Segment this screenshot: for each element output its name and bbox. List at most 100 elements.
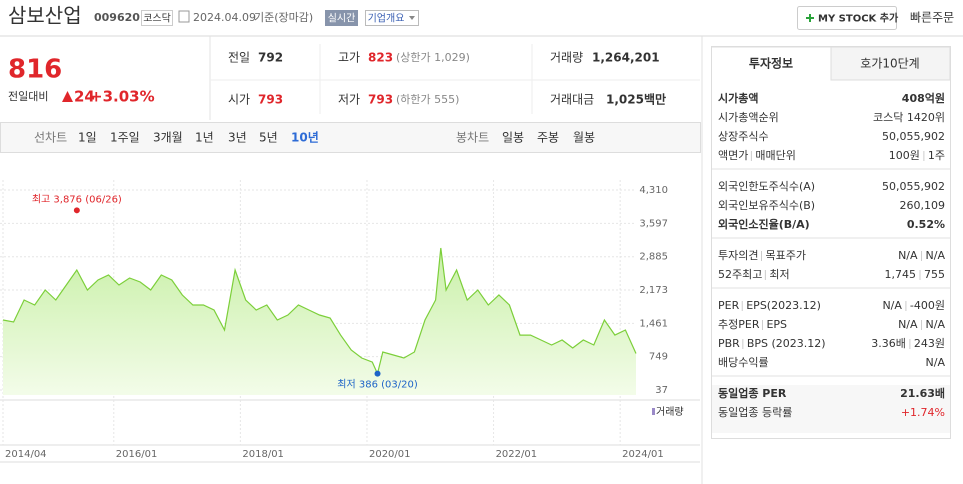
current-price: 816 [8, 55, 62, 85]
my-stock-button[interactable] [797, 6, 897, 30]
info-label: 동일업종 등락률 [718, 405, 792, 419]
dropdown-icon [409, 16, 415, 20]
info-value: N/A [926, 249, 946, 262]
info-value: N/A [882, 299, 902, 312]
market: 코스닥 [143, 13, 171, 25]
market-box [141, 10, 173, 26]
quote-label: 거래대금 [550, 93, 594, 107]
info-label: PER [718, 299, 740, 312]
x-tick-label: 2014/04 [5, 449, 47, 460]
y-tick-label: 3,597 [639, 218, 668, 229]
info-tab-label[interactable]: 투자정보 [749, 56, 793, 71]
quote-value: 823 [368, 51, 393, 65]
my-stock[interactable]: MY STOCK 추가 [818, 12, 899, 25]
info-value: N/A [898, 318, 918, 331]
info-value: -400원 [910, 299, 945, 312]
period-tab[interactable]: 10년 [291, 131, 319, 145]
period-tab[interactable]: 1년 [195, 131, 214, 145]
info-value: N/A [898, 249, 918, 262]
x-tick-label: 2018/01 [242, 449, 284, 460]
quote-label: 거래량 [550, 51, 583, 65]
info-label: 최저 [769, 268, 789, 281]
info-label: BPS (2023.12) [747, 337, 826, 350]
up-arrow [62, 91, 73, 102]
info-value: 3.36배 [871, 337, 906, 350]
info-label: 시가총액순위 [718, 111, 779, 124]
info-value: 0.52% [907, 218, 945, 231]
info-value: 50,055,902 [882, 180, 945, 193]
info-value: 260,109 [900, 199, 946, 212]
info-value: 755 [924, 268, 945, 281]
candle-chart-label: 봉차트 [456, 131, 489, 145]
extreme-point [374, 370, 381, 377]
candle-tab[interactable]: 일봉 [502, 131, 524, 145]
info-value: 243원 [914, 337, 945, 350]
period-tab[interactable]: 1일 [78, 131, 97, 145]
quote-value: 793 [258, 93, 283, 107]
company-info-button[interactable] [365, 10, 419, 26]
section-bg [712, 385, 950, 433]
change: 24 [74, 88, 95, 106]
price-area [3, 248, 636, 395]
x-tick-label: 2020/01 [369, 449, 411, 460]
info-value: 50,055,902 [882, 130, 945, 143]
quick-order[interactable]: 빠른주문 [910, 11, 954, 25]
stock-name: 삼보산업 [8, 4, 82, 28]
info-label: 액면가 [718, 149, 748, 162]
y-tick-label: 1,461 [639, 318, 668, 329]
realtime-box [325, 10, 358, 26]
volume-legend: 거래량 [656, 406, 684, 418]
y-tick-label: 749 [649, 352, 668, 363]
extreme-label: 최고 3,876 (06/26) [32, 193, 122, 205]
quote-extra: (하한가 555) [396, 92, 459, 106]
quote-value: 1,264,201 [592, 51, 660, 65]
quote-value: 1,025 [606, 93, 644, 107]
info-label: 52주최고 [718, 268, 762, 281]
info-label: 상장주식수 [718, 130, 769, 143]
x-tick-label: 2016/01 [116, 449, 158, 460]
info-label: 목표주가 [765, 249, 805, 262]
info-label: 시가총액 [718, 91, 758, 105]
y-tick-label: 2,173 [639, 285, 668, 296]
company-info[interactable]: 기업개요 [368, 12, 405, 25]
info-panel [711, 46, 951, 439]
period-tab-bar [0, 122, 701, 153]
info-label: EPS(2023.12) [746, 299, 821, 312]
period-tab[interactable]: 5년 [259, 131, 278, 145]
info-label: 추정PER [718, 318, 760, 331]
x-tick-label: 2022/01 [496, 449, 538, 460]
quote-value: 793 [368, 93, 393, 107]
line-chart-label: 선차트 [34, 131, 67, 145]
y-tick-label: 37 [655, 385, 668, 396]
extreme-label: 최저 386 (03/20) [337, 379, 418, 391]
info-tab-label[interactable]: 호가10단계 [860, 57, 919, 71]
quote-unit: 백만 [644, 92, 666, 107]
x-tick-label: 2024/01 [622, 449, 664, 460]
info-value: N/A [926, 318, 946, 331]
period-tab[interactable]: 1주일 [110, 131, 140, 145]
info-tab[interactable] [830, 46, 951, 81]
y-tick-label: 2,885 [639, 252, 668, 263]
info-label: 외국인한도주식수(A) [718, 180, 815, 193]
period-tab[interactable]: 3개월 [153, 131, 183, 145]
quote-label: 시가 [228, 93, 250, 107]
price-line [2, 247, 637, 376]
volume-legend-swatch [652, 408, 655, 415]
info-label: 외국인보유주식수(B) [718, 199, 815, 212]
candle-tab[interactable]: 주봉 [537, 131, 559, 145]
info-label: 배당수익률 [718, 356, 769, 369]
realtime: 실시간 [328, 13, 356, 25]
stock-code: 009620 [94, 11, 140, 24]
candle-tab[interactable]: 월봉 [573, 131, 595, 145]
info-label: EPS [766, 318, 787, 331]
quote-label: 고가 [338, 51, 360, 65]
period-tab[interactable]: 3년 [228, 131, 247, 145]
date: 2024.04.09 [193, 11, 256, 24]
info-label: PBR [718, 337, 740, 350]
info-value: 100원 [889, 149, 920, 162]
extreme-point [73, 207, 80, 214]
basis: 기준(장마감) [254, 11, 313, 24]
info-value: 408억원 [902, 91, 945, 105]
info-label: 외국인소진율(B/A) [718, 217, 810, 231]
quote-value: 792 [258, 51, 283, 65]
